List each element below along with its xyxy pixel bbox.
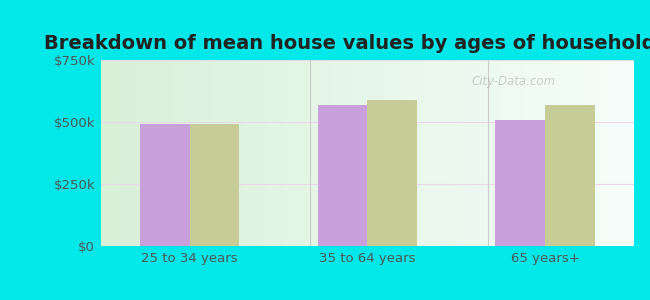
Bar xyxy=(317,105,367,246)
Bar xyxy=(190,124,239,246)
Text: City-Data.com: City-Data.com xyxy=(471,74,556,88)
Title: Breakdown of mean house values by ages of householders: Breakdown of mean house values by ages o… xyxy=(44,34,650,53)
Bar xyxy=(545,105,595,246)
Bar xyxy=(140,124,190,246)
Bar xyxy=(495,119,545,246)
Bar xyxy=(367,100,417,246)
